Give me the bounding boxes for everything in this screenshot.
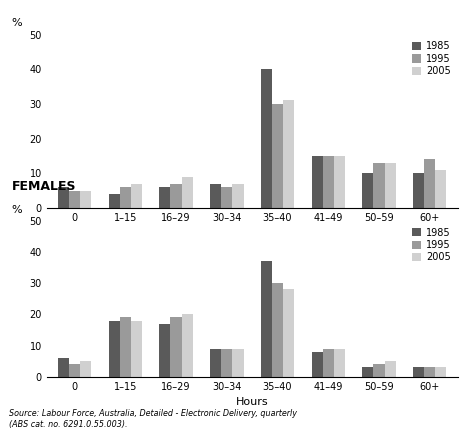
Bar [109, 320, 120, 377]
Bar [272, 104, 283, 208]
Bar [261, 69, 272, 208]
Bar [58, 358, 69, 377]
Text: %: % [12, 205, 22, 215]
Bar [283, 289, 294, 377]
Bar [283, 100, 294, 208]
Bar [182, 177, 193, 208]
Bar [233, 349, 244, 377]
Legend: 1985, 1995, 2005: 1985, 1995, 2005 [410, 226, 453, 265]
Bar [272, 283, 283, 377]
Bar [323, 349, 334, 377]
Bar [170, 317, 182, 377]
Bar [120, 187, 131, 208]
Bar [69, 191, 80, 208]
Bar [131, 320, 142, 377]
Bar [159, 187, 170, 208]
X-axis label: Hours: Hours [236, 397, 269, 407]
Bar [261, 262, 272, 377]
Bar [58, 187, 69, 208]
Bar [323, 156, 334, 208]
Bar [413, 367, 424, 377]
Bar [221, 349, 233, 377]
Bar [210, 184, 221, 208]
Bar [374, 163, 385, 208]
Bar [120, 317, 131, 377]
Bar [170, 184, 182, 208]
Bar [311, 352, 323, 377]
Bar [334, 156, 345, 208]
Text: FEMALES: FEMALES [12, 180, 76, 193]
Bar [311, 156, 323, 208]
Bar [385, 163, 396, 208]
Bar [233, 184, 244, 208]
Bar [80, 191, 92, 208]
Bar [413, 173, 424, 208]
Bar [131, 184, 142, 208]
X-axis label: Hours: Hours [236, 228, 269, 238]
Text: Source: Labour Force, Australia, Detailed - Electronic Delivery, quarterly
(ABS : Source: Labour Force, Australia, Detaile… [9, 409, 297, 429]
Text: %: % [12, 18, 22, 28]
Bar [362, 173, 374, 208]
Bar [362, 367, 374, 377]
Legend: 1985, 1995, 2005: 1985, 1995, 2005 [410, 39, 453, 78]
Bar [69, 364, 80, 377]
Bar [182, 314, 193, 377]
Bar [221, 187, 233, 208]
Text: MALES: MALES [12, 0, 59, 3]
Bar [424, 159, 435, 208]
Bar [334, 349, 345, 377]
Bar [109, 194, 120, 208]
Bar [435, 170, 446, 208]
Bar [385, 361, 396, 377]
Bar [435, 367, 446, 377]
Bar [374, 364, 385, 377]
Bar [210, 349, 221, 377]
Bar [424, 367, 435, 377]
Bar [80, 361, 92, 377]
Bar [159, 324, 170, 377]
